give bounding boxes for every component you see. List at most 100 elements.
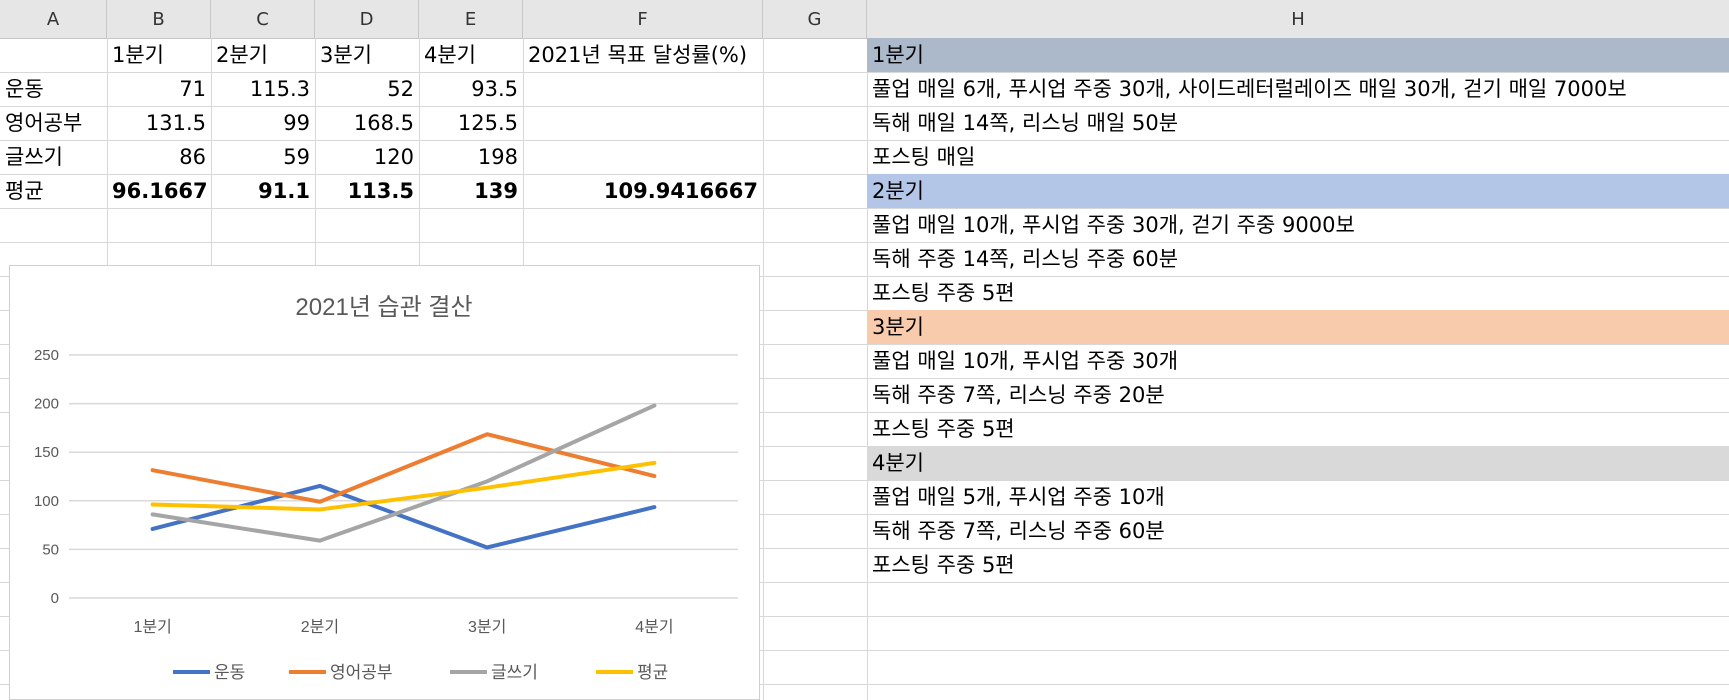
grid-row-line (0, 582, 1729, 583)
cell-f2[interactable] (523, 72, 763, 106)
grid-row-line (0, 548, 1729, 549)
plan-item[interactable]: 풀업 매일 10개, 푸시업 주중 30개, 걷기 주중 9000보 (872, 213, 1355, 237)
column-header-f[interactable]: F (523, 0, 763, 38)
cell-b5[interactable]: 96.1667 (112, 179, 208, 203)
plan-item[interactable]: 독해 주중 7쪽, 리스닝 주중 20분 (872, 383, 1165, 407)
plan-header-q3[interactable]: 3분기 (872, 315, 925, 339)
column-header-c[interactable]: C (211, 0, 315, 38)
cell-c4[interactable]: 59 (283, 145, 310, 169)
y-tick-label: 0 (51, 590, 59, 607)
legend-label: 영어공부 (330, 663, 393, 682)
cell-a5[interactable]: 평균 (5, 179, 44, 203)
cell-a2[interactable]: 운동 (5, 77, 44, 101)
cell-b4[interactable]: 86 (179, 145, 206, 169)
cell-d4[interactable]: 120 (373, 145, 414, 169)
x-tick-label: 4분기 (635, 618, 673, 636)
plan-header-q2[interactable]: 2분기 (872, 179, 925, 203)
plan-item[interactable]: 풀업 매일 5개, 푸시업 주중 10개 (872, 485, 1165, 509)
grid-row-line (0, 72, 1729, 73)
chart-legend: 운동 영어공부 글쓰기 평균 (173, 663, 668, 682)
grid-row-line (0, 174, 1729, 175)
cell-f4[interactable] (523, 140, 763, 174)
plan-item[interactable]: 포스팅 주중 5편 (872, 553, 1015, 577)
grid-row-line (0, 514, 1729, 515)
cell-b2[interactable]: 71 (179, 77, 206, 101)
chart-canvas: 2021년 습관 결산 0 50 100 150 200 250 1분기 2분기 3분기 4분기… (34, 294, 738, 682)
cell-c1[interactable]: 2분기 (216, 43, 269, 67)
series-line-평균 (150, 460, 657, 512)
cell-d1[interactable]: 3분기 (320, 43, 373, 67)
x-axis-tick-labels: 1분기 2분기 3분기 4분기 (133, 618, 673, 636)
cell-d2[interactable]: 52 (387, 77, 414, 101)
grid-column-line (763, 38, 764, 700)
chart-series (150, 403, 657, 550)
habit-line-chart[interactable]: 2021년 습관 결산 0 50 100 150 200 250 1분기 2분기 3분기 4분기… (9, 265, 760, 700)
x-tick-label: 1분기 (133, 618, 171, 636)
cell-d3[interactable]: 168.5 (353, 111, 414, 135)
grid-row-line (0, 242, 1729, 243)
plan-band-q1 (867, 38, 1729, 72)
grid-row-line (0, 208, 1729, 209)
y-axis-tick-labels: 0 50 100 150 200 250 (34, 347, 59, 607)
grid-row-line (0, 684, 1729, 685)
legend-label: 평균 (637, 663, 668, 682)
column-header-row: A B C D E F G H (0, 0, 1729, 39)
grid-row-line (0, 650, 1729, 651)
grid-row-line (0, 344, 1729, 345)
column-header-g[interactable]: G (763, 0, 867, 38)
cell-c5[interactable]: 91.1 (258, 179, 310, 203)
cell-a3[interactable]: 영어공부 (5, 111, 83, 135)
cell-f3[interactable] (523, 106, 763, 140)
cell-e3[interactable]: 125.5 (457, 111, 518, 135)
grid-row-line (0, 106, 1729, 107)
plan-item[interactable]: 포스팅 주중 5편 (872, 281, 1015, 305)
grid-row-line (0, 310, 1729, 311)
cell-e4[interactable]: 198 (477, 145, 518, 169)
series-line-운동 (150, 483, 657, 550)
grid-row-line (0, 616, 1729, 617)
x-tick-label: 2분기 (301, 618, 339, 636)
cell-f5[interactable]: 109.9416667 (603, 179, 758, 203)
column-header-a[interactable]: A (0, 0, 107, 38)
cell-e1[interactable]: 4분기 (424, 43, 477, 67)
plan-item[interactable]: 풀업 매일 6개, 푸시업 주중 30개, 사이드레터럴레이즈 매일 30개, … (872, 77, 1627, 101)
cell-a4[interactable]: 글쓰기 (5, 145, 63, 169)
plan-item[interactable]: 포스팅 주중 5편 (872, 417, 1015, 441)
column-header-b[interactable]: B (107, 0, 211, 38)
column-header-e[interactable]: E (419, 0, 523, 38)
plan-item[interactable]: 풀업 매일 10개, 푸시업 주중 30개 (872, 349, 1179, 373)
cell-c3[interactable]: 99 (283, 111, 310, 135)
series-line-영어공부 (150, 432, 657, 504)
y-tick-label: 150 (34, 444, 59, 461)
plan-item[interactable]: 독해 주중 14쪽, 리스닝 주중 60분 (872, 247, 1179, 271)
plan-band-q2 (867, 174, 1729, 208)
y-tick-label: 100 (34, 493, 59, 510)
plan-header-q1[interactable]: 1분기 (872, 43, 925, 67)
column-header-d[interactable]: D (315, 0, 419, 38)
grid-row-line (0, 446, 1729, 447)
cell-d5[interactable]: 113.5 (347, 179, 414, 203)
y-tick-label: 50 (42, 541, 59, 558)
plan-item[interactable]: 독해 매일 14쪽, 리스닝 매일 50분 (872, 111, 1179, 135)
grid-row-line (0, 140, 1729, 141)
x-tick-label: 3분기 (468, 618, 506, 636)
cell-a1[interactable] (0, 38, 107, 72)
grid-row-line (0, 276, 1729, 277)
cell-f1[interactable]: 2021년 목표 달성률(%) (528, 43, 748, 67)
plan-item[interactable]: 포스팅 매일 (872, 145, 976, 169)
plan-header-q4[interactable]: 4분기 (872, 451, 925, 475)
plan-band-q4 (867, 446, 1729, 480)
grid-row-line (0, 412, 1729, 413)
cell-b3[interactable]: 131.5 (145, 111, 206, 135)
cell-c2[interactable]: 115.3 (249, 77, 310, 101)
cell-e2[interactable]: 93.5 (471, 77, 518, 101)
cell-e5[interactable]: 139 (474, 179, 518, 203)
plan-band-q3 (867, 310, 1729, 344)
cell-b1[interactable]: 1분기 (112, 43, 165, 67)
chart-title: 2021년 습관 결산 (295, 294, 472, 321)
chart-gridlines (69, 354, 738, 599)
grid-row-line (0, 378, 1729, 379)
plan-item[interactable]: 독해 주중 7쪽, 리스닝 주중 60분 (872, 519, 1165, 543)
column-header-h[interactable]: H (1291, 9, 1305, 30)
grid-column-line (867, 38, 868, 700)
